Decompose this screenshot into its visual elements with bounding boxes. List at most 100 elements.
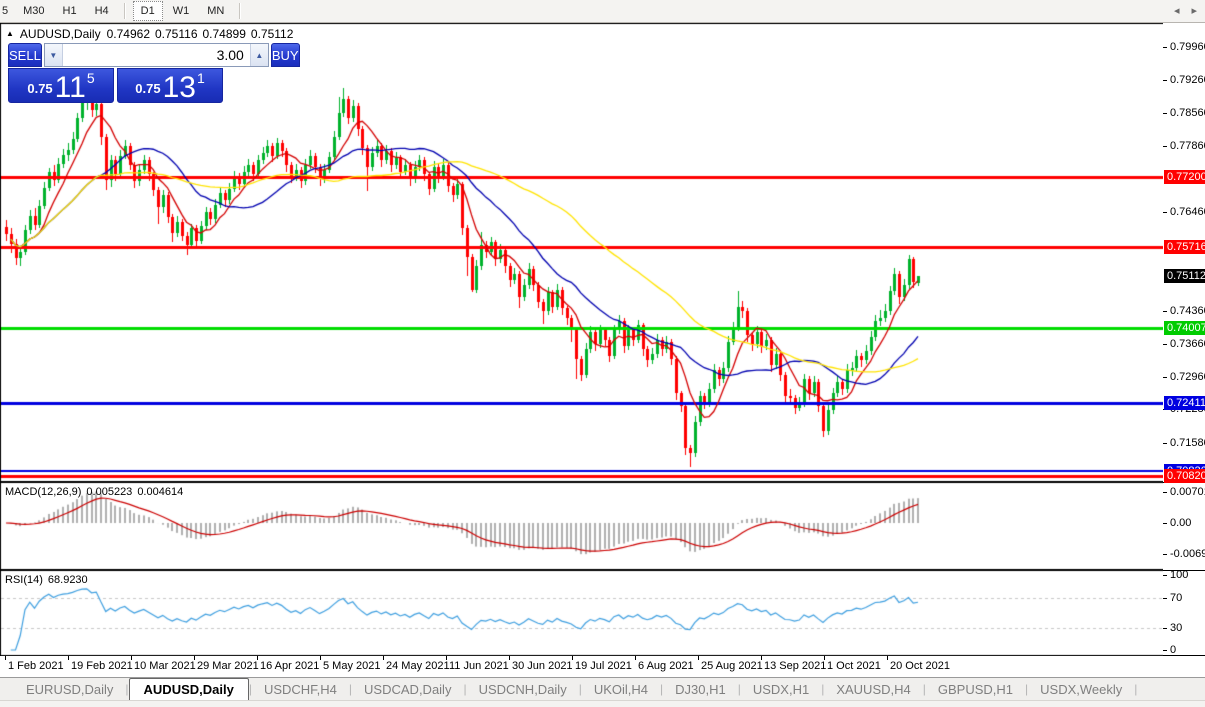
buy-price-big: 13 bbox=[162, 70, 196, 104]
sell-price-display[interactable]: 0.75 11 5 bbox=[8, 68, 114, 103]
date-tick bbox=[572, 656, 573, 660]
date-tick bbox=[509, 656, 510, 660]
sell-button[interactable]: SELL bbox=[8, 43, 42, 67]
symbol-tab-dj30[interactable]: DJ30,H1 bbox=[675, 681, 726, 697]
date-label: 29 Mar 2021 bbox=[197, 660, 259, 672]
timeframe-button-h4[interactable]: H4 bbox=[94, 5, 109, 17]
bottom-strip bbox=[0, 700, 1205, 707]
date-tick bbox=[698, 656, 699, 660]
ohlc-open: 0.74962 bbox=[106, 27, 150, 41]
symbol-tab-eurusd[interactable]: EURUSD,Daily bbox=[26, 681, 114, 697]
price-badge-0.75716: 0.75716 bbox=[1164, 240, 1205, 255]
date-tick bbox=[887, 656, 888, 660]
symbol-tab-usdcad[interactable]: USDCAD,Daily bbox=[364, 681, 452, 697]
rsi-axis-label: 100 bbox=[1163, 569, 1188, 581]
pane-separator bbox=[1163, 655, 1205, 656]
chart-symbol-label: AUDUSD,Daily bbox=[19, 27, 101, 41]
date-label: 11 Jun 2021 bbox=[449, 660, 509, 672]
tab-separator: | bbox=[821, 682, 825, 696]
rsi-label: RSI(14) 68.9230 bbox=[5, 574, 88, 586]
timeframe-button-d1[interactable]: D1 bbox=[132, 1, 163, 21]
symbol-tab-xauusd[interactable]: XAUUSD,H4 bbox=[836, 681, 911, 697]
timeframe-button-m30[interactable]: M30 bbox=[23, 5, 45, 17]
macd-axis-label: 0.00 bbox=[1163, 517, 1191, 529]
date-label: 20 Oct 2021 bbox=[890, 660, 950, 672]
macd-axis-label: -0.006921 bbox=[1163, 548, 1205, 560]
symbol-tab-usdx[interactable]: USDX,H1 bbox=[752, 681, 810, 697]
timeframe-button-h1[interactable]: H1 bbox=[62, 5, 77, 17]
volume-input[interactable] bbox=[62, 44, 250, 66]
tab-separator: | bbox=[737, 682, 741, 696]
symbol-tab-ukoil[interactable]: UKOil,H4 bbox=[593, 681, 649, 697]
date-tick bbox=[68, 656, 69, 660]
date-tick bbox=[635, 656, 636, 660]
tab-separator: | bbox=[248, 682, 252, 696]
buy-button[interactable]: BUY bbox=[270, 43, 300, 67]
ohlc-close: 0.75112 bbox=[250, 27, 294, 41]
date-label: 19 Feb 2021 bbox=[71, 660, 133, 672]
chart-collapse-icon[interactable]: ▲ bbox=[6, 29, 14, 38]
date-label: 1 Feb 2021 bbox=[8, 660, 64, 672]
date-label: 25 Aug 2021 bbox=[701, 660, 763, 672]
tab-separator: | bbox=[125, 682, 129, 696]
tab-separator: | bbox=[348, 682, 353, 696]
date-tick bbox=[194, 656, 195, 660]
buy-price-sup: 1 bbox=[196, 70, 205, 86]
date-axis: 1 Feb 2021 19 Feb 2021 10 Mar 2021 29 Mar 2… bbox=[0, 656, 1205, 676]
tab-separator: | bbox=[463, 682, 467, 696]
rsi-indicator-pane[interactable] bbox=[0, 570, 1164, 656]
pane-separator bbox=[1163, 570, 1205, 571]
date-label: 1 Oct 2021 bbox=[827, 660, 881, 672]
sell-price-big: 11 bbox=[54, 70, 86, 104]
tab-scroll-right-icon[interactable]: ▸ bbox=[1191, 5, 1197, 17]
buy-price-display[interactable]: 0.75 13 1 bbox=[117, 68, 223, 103]
symbol-tab-audusd[interactable]: AUDUSD,Daily bbox=[128, 677, 249, 701]
date-label: 19 Jul 2021 bbox=[575, 660, 632, 672]
symbol-tab-usdchf[interactable]: USDCHF,H4 bbox=[263, 681, 337, 697]
tab-scroll-left-icon[interactable]: ◂ bbox=[1173, 5, 1180, 17]
date-tick bbox=[5, 656, 6, 660]
tab-separator: | bbox=[1025, 682, 1029, 696]
timeframe-button-mn[interactable]: MN bbox=[207, 5, 225, 17]
macd-signal-value: 0.004614 bbox=[137, 486, 184, 498]
date-tick bbox=[446, 656, 447, 660]
date-tick bbox=[257, 656, 258, 660]
price-badge-0.70820: 0.70820 bbox=[1164, 469, 1205, 484]
ohlc-low: 0.74899 bbox=[202, 27, 246, 41]
macd-indicator-pane[interactable] bbox=[0, 482, 1164, 570]
date-tick bbox=[383, 656, 384, 660]
macd-axis-label: 0.007015 bbox=[1163, 486, 1205, 498]
symbol-tab-gbpusd[interactable]: GBPUSD,H1 bbox=[937, 681, 1014, 697]
date-label: 13 Sep 2021 bbox=[764, 660, 827, 672]
ohlc-high: 0.75116 bbox=[155, 27, 198, 41]
timeframe-button-5[interactable]: 5 bbox=[2, 5, 9, 17]
date-label: 30 Jun 2021 bbox=[512, 660, 573, 672]
chart-title: ▲ AUDUSD,Daily 0.74962 0.75116 0.74899 0… bbox=[6, 27, 293, 41]
price-badge-0.74007: 0.74007 bbox=[1164, 320, 1205, 335]
price-badge-0.75112: 0.75112 bbox=[1164, 268, 1205, 283]
price-badge-0.72411: 0.72411 bbox=[1164, 396, 1205, 411]
tab-separator: | bbox=[660, 682, 664, 696]
volume-decrease-button[interactable]: ▼ bbox=[44, 44, 63, 66]
rsi-value: 68.9230 bbox=[47, 574, 88, 586]
volume-increase-button[interactable]: ▲ bbox=[249, 44, 268, 66]
toolbar-separator bbox=[123, 3, 126, 19]
symbol-tab-usdcnh[interactable]: USDCNH,Daily bbox=[478, 681, 567, 697]
macd-main-value: 0.005223 bbox=[86, 486, 133, 498]
tab-separator: | bbox=[922, 682, 926, 696]
timeframe-button-w1[interactable]: W1 bbox=[172, 5, 190, 17]
volume-stepper: ▼ ▲ bbox=[43, 43, 269, 67]
date-tick bbox=[824, 656, 825, 660]
symbol-tab-usdx[interactable]: USDX,Weekly bbox=[1040, 681, 1123, 697]
buy-price-base: 0.75 bbox=[135, 81, 161, 96]
